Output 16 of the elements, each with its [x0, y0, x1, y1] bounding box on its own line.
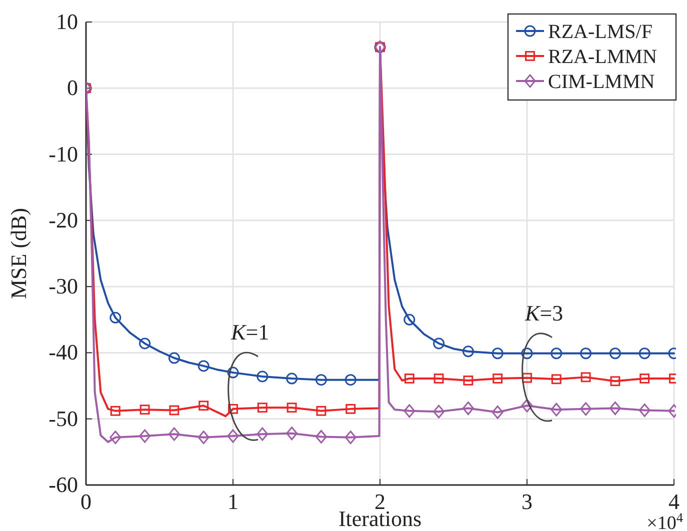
legend-label: CIM-LMMN: [548, 71, 655, 93]
y-tick-label: -20: [48, 207, 78, 232]
y-tick-label: -10: [48, 141, 78, 166]
y-tick-label: -50: [48, 406, 78, 431]
x-tick-label: 3: [522, 489, 532, 514]
legend-label: RZA-LMMN: [548, 46, 657, 68]
y-axis-title: MSE (dB): [6, 208, 31, 300]
annotation: K=1: [230, 320, 270, 345]
y-tick-label: 10: [56, 9, 78, 34]
y-tick-label: 0: [67, 75, 78, 100]
y-tick-label: -40: [48, 340, 78, 365]
annotation: K=3: [524, 300, 564, 326]
y-tick-label: -30: [48, 274, 78, 299]
legend-label: RZA-LMS/F: [548, 21, 652, 43]
x-tick-label: 1: [228, 489, 238, 514]
y-tick-label: -60: [48, 472, 78, 497]
